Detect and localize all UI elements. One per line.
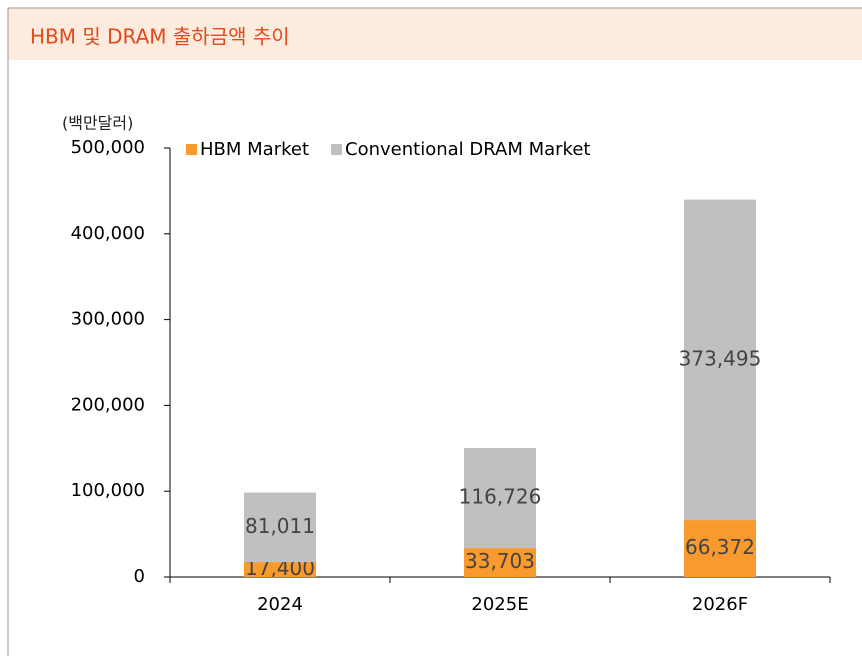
legend-label: Conventional DRAM Market [345, 139, 590, 160]
data-label: 81,011 [245, 514, 315, 538]
bar-segment [244, 562, 316, 577]
y-tick-label: 300,000 [71, 309, 145, 330]
data-label: 373,495 [679, 346, 762, 370]
bar-segment [684, 199, 756, 521]
header-band [8, 8, 862, 60]
chart-title: HBM 및 DRAM 출하금액 추이 [30, 25, 290, 49]
data-label: 116,726 [459, 485, 542, 509]
y-tick-label: 400,000 [71, 223, 145, 244]
x-tick-label: 2025E [471, 594, 528, 615]
y-axis-label: (백만달러) [62, 114, 133, 133]
x-tick-label: 2026F [692, 594, 748, 615]
y-tick-label: 500,000 [71, 137, 145, 158]
data-label: 66,372 [685, 535, 755, 559]
legend-swatch [186, 144, 197, 155]
bar-segment [244, 492, 316, 563]
bar-segment [684, 520, 756, 577]
data-label: 33,703 [465, 549, 535, 573]
y-tick-label: 100,000 [71, 480, 145, 501]
x-tick-label: 2024 [257, 594, 303, 615]
y-tick-label: 200,000 [71, 394, 145, 415]
y-tick-label: 0 [134, 566, 145, 587]
bar-segment [464, 447, 536, 549]
legend-swatch [331, 144, 343, 155]
bar-segment [464, 548, 536, 577]
legend-label: HBM Market [200, 139, 309, 160]
